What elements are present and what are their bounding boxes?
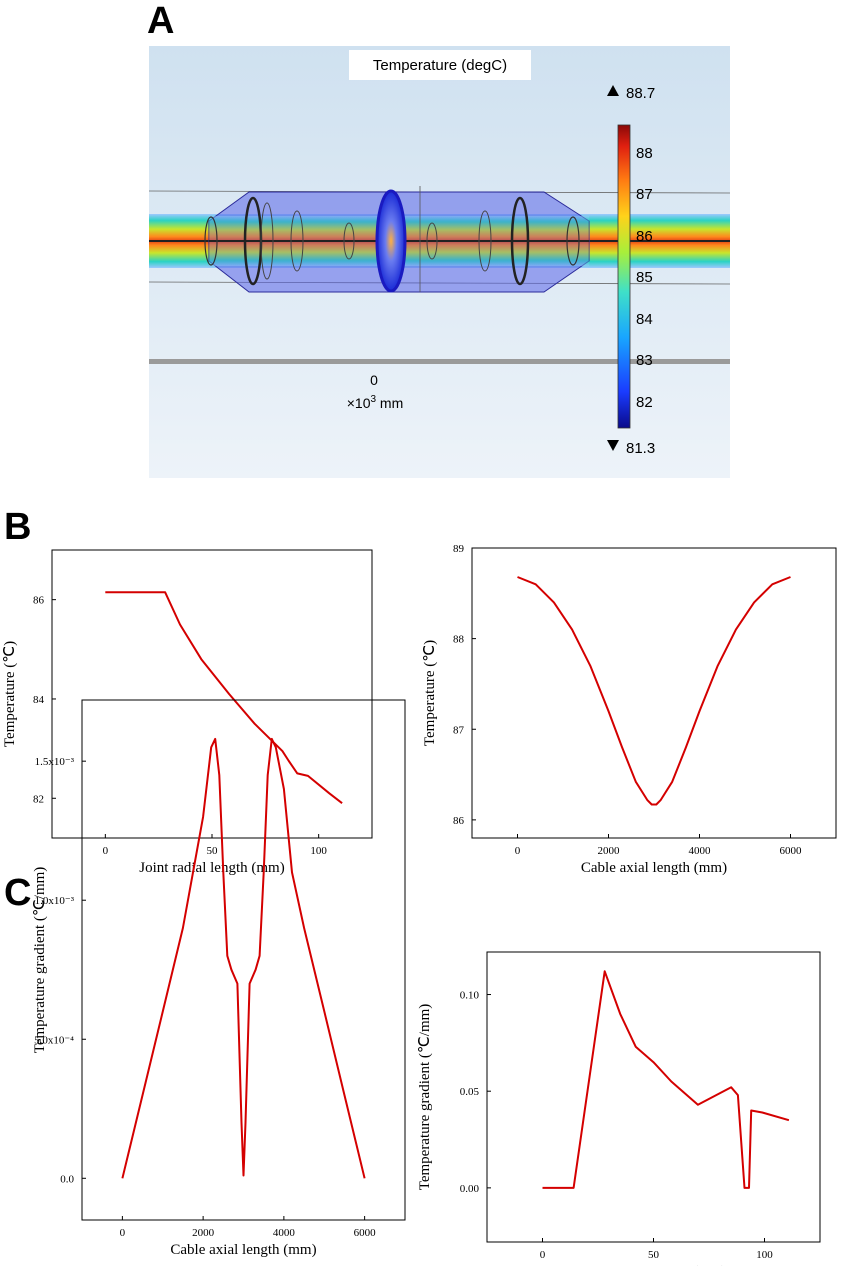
y-axis-label: Temperature (℃) [2, 641, 18, 747]
x-tick-label: 4000 [273, 1227, 296, 1239]
x-tick-label: 100 [310, 845, 327, 857]
x-tick-label: 4000 [689, 845, 712, 857]
x-tick-label: 0 [540, 1249, 546, 1261]
y-axis-label: Temperature gradient (℃/mm) [32, 867, 48, 1054]
x-tick-label: 0 [120, 1227, 126, 1239]
colorbar-ticks: 88 87 86 85 84 83 82 [636, 145, 653, 411]
x-tick-label: 100 [756, 1249, 773, 1261]
x-axis-label: Cable axial length (mm) [170, 1242, 316, 1258]
x-tick-label: 0 [103, 845, 109, 857]
x-tick-label: 0 [515, 845, 521, 857]
plot-frame [486, 951, 821, 1243]
colorbar-max: 88.7 [626, 85, 655, 102]
colorbar-tick: 82 [636, 394, 653, 411]
series-line [105, 591, 343, 804]
y-tick-label: 86 [453, 815, 465, 827]
y-axis-label: Temperature gradient (℃/mm) [417, 1004, 433, 1191]
y-tick-label: 89 [453, 543, 465, 555]
colorbar-tick: 86 [636, 228, 653, 245]
min-marker-icon [607, 440, 619, 451]
x-axis-label: Joint radial length (mm) [581, 1264, 726, 1266]
series-line [121, 737, 366, 1179]
y-tick-label: 1.5x10⁻³ [35, 756, 75, 768]
sim-axis-unit: ×103 mm [347, 394, 404, 411]
y-tick-label: 87 [453, 724, 465, 736]
x-axis-label: Cable axial length (mm) [581, 860, 727, 876]
max-marker-icon [607, 85, 619, 96]
plot-frame [81, 699, 406, 1221]
colorbar-tick: 88 [636, 145, 653, 162]
colorbar-tick: 84 [636, 311, 653, 328]
colorbar-min: 81.3 [626, 440, 655, 457]
panel-label-c: C [4, 872, 32, 914]
y-tick-label: 5.0x10⁻⁴ [34, 1034, 74, 1046]
colorbar-tick: 87 [636, 186, 653, 203]
y-axis-label: Temperature (℃) [422, 640, 438, 746]
x-tick-label: 2000 [598, 845, 621, 857]
series-line [517, 576, 791, 806]
y-tick-label: 0.10 [460, 990, 480, 1002]
x-axis-label: Joint radial length (mm) [139, 860, 284, 876]
y-tick-label: 86 [33, 595, 45, 607]
panel-label-a: A [147, 0, 175, 42]
colorbar [617, 124, 631, 429]
x-tick-label: 6000 [354, 1227, 377, 1239]
series-line [542, 970, 790, 1189]
panel-label-b: B [4, 506, 32, 548]
y-tick-label: 0.0 [60, 1173, 74, 1185]
sim-title: Temperature (degC) [373, 57, 507, 74]
colorbar-tick: 83 [636, 352, 653, 369]
x-tick-label: 50 [207, 845, 219, 857]
x-tick-label: 6000 [780, 845, 803, 857]
y-tick-label: 84 [33, 694, 45, 706]
y-tick-label: 88 [453, 634, 465, 646]
y-tick-label: 1.0x10⁻³ [35, 895, 75, 907]
x-tick-label: 50 [648, 1249, 660, 1261]
y-tick-label: 0.05 [460, 1086, 480, 1098]
y-tick-label: 0.00 [460, 1183, 480, 1195]
plot-frame [471, 547, 837, 839]
temperature-simulation: Temperature (degC) 0 ×103 mm 88.7 81.3 8… [149, 46, 730, 478]
colorbar-tick: 85 [636, 269, 653, 286]
y-tick-label: 82 [33, 793, 44, 805]
x-tick-label: 2000 [192, 1227, 215, 1239]
sim-axis-zero: 0 [370, 372, 378, 388]
